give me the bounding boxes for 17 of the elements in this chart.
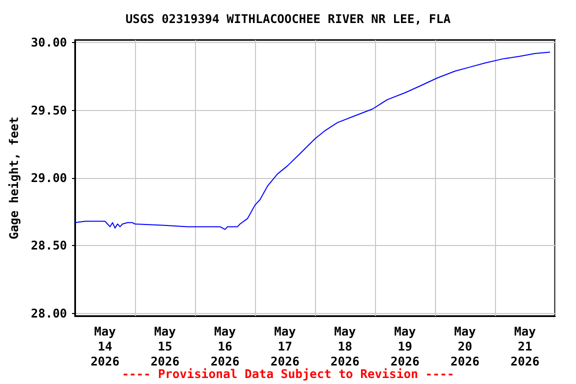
x-tick-label: May 20 2026	[450, 324, 480, 368]
y-tick-label: 28.50	[30, 238, 68, 253]
text: ---- Provisional Data Subject to Revision ----	[122, 367, 454, 381]
x-tick-label: May 16 2026	[210, 324, 240, 368]
x-tick-label: May 19 2026	[390, 324, 420, 368]
x-tick-label: May 17 2026	[270, 324, 300, 368]
y-tick-label: 28.00	[30, 306, 68, 320]
x-tick-label: May 18 2026	[330, 324, 360, 368]
y-tick-label: 29.50	[30, 103, 68, 118]
x-tick-label: May 21 2026	[510, 324, 540, 368]
y-tick-label: 30.00	[30, 36, 68, 50]
x-tick-label: May 15 2026	[150, 324, 180, 368]
y-axis-title: Gage height, feet	[7, 116, 21, 240]
chart-title: USGS 02319394 WITHLACOOCHEE RIVER NR LEE, FLA	[125, 12, 452, 26]
y-tick-label: 29.00	[30, 171, 68, 185]
line-series	[74, 52, 550, 230]
x-tick-label: May 14 2026	[90, 324, 120, 368]
